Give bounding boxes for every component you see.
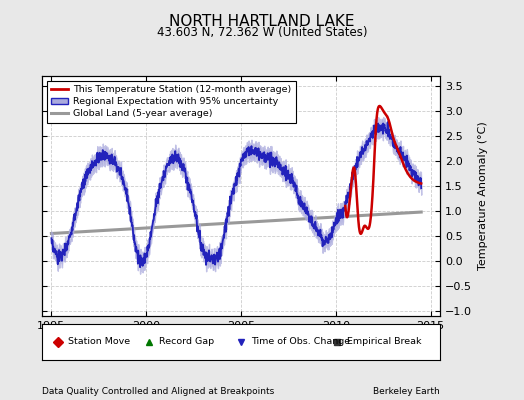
Legend: This Temperature Station (12-month average), Regional Expectation with 95% uncer: This Temperature Station (12-month avera… — [47, 81, 296, 123]
Text: Time of Obs. Change: Time of Obs. Change — [251, 338, 350, 346]
Text: 43.603 N, 72.362 W (United States): 43.603 N, 72.362 W (United States) — [157, 26, 367, 39]
Y-axis label: Temperature Anomaly (°C): Temperature Anomaly (°C) — [477, 122, 487, 270]
Text: Station Move: Station Move — [68, 338, 130, 346]
Text: NORTH HARTLAND LAKE: NORTH HARTLAND LAKE — [169, 14, 355, 29]
Text: Record Gap: Record Gap — [159, 338, 214, 346]
Text: Berkeley Earth: Berkeley Earth — [374, 387, 440, 396]
Text: Data Quality Controlled and Aligned at Breakpoints: Data Quality Controlled and Aligned at B… — [42, 387, 274, 396]
Text: Empirical Break: Empirical Break — [346, 338, 421, 346]
